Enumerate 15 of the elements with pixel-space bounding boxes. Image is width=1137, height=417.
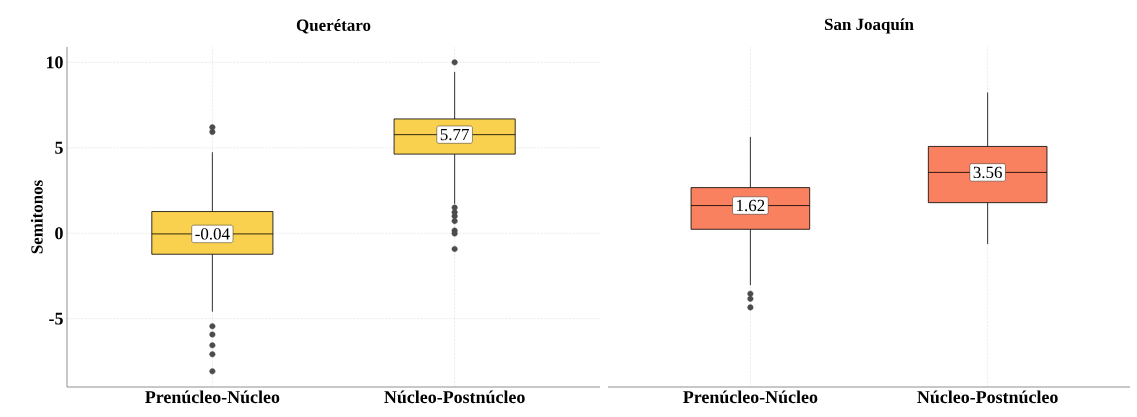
x-tick-label: Prenúcleo-Núcleo (683, 390, 818, 404)
text: 1.62 (737, 199, 765, 212)
y-tick-label: 10 (46, 56, 63, 69)
chart-title: Querétaro (296, 18, 371, 34)
y-axis-title: Semitonos (30, 180, 43, 254)
text: -0.04 (195, 228, 230, 240)
y-tick-label: -5 (49, 312, 63, 325)
text: 5.77 (440, 128, 469, 141)
x-tick-label: Prenúcleo-Núcleo (145, 390, 280, 404)
x-tick-label: Núcleo-Postnúcleo (384, 390, 525, 404)
text: 3.56 (973, 166, 1002, 179)
chart-title: San Joaquín (824, 18, 914, 34)
x-tick-label: Núcleo-Postnúcleo (917, 390, 1058, 404)
y-tick-label: 0 (55, 227, 63, 240)
y-tick-label: 5 (55, 141, 63, 154)
